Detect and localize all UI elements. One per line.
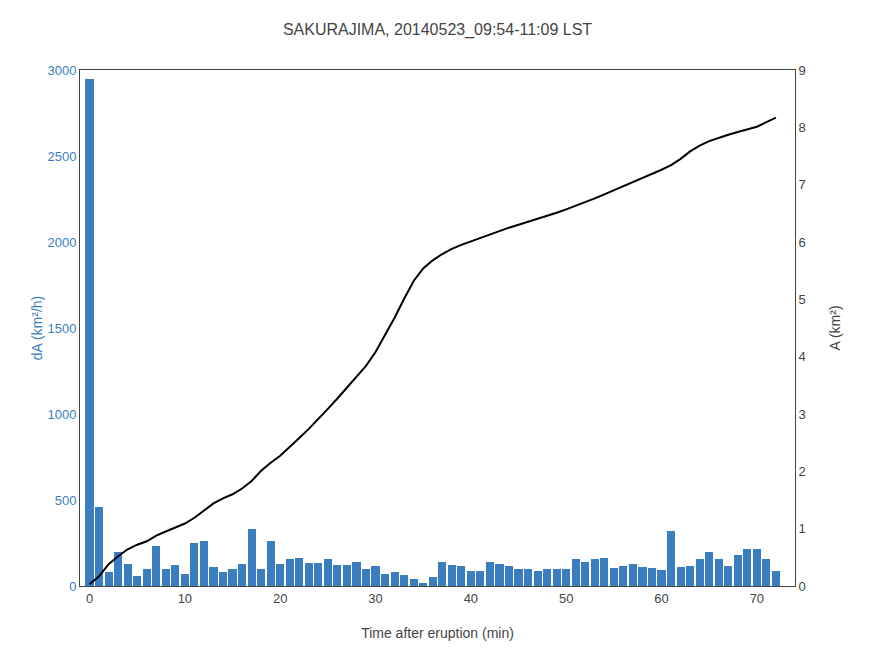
svg-text:1: 1 <box>799 521 806 536</box>
svg-text:1500: 1500 <box>47 321 76 336</box>
svg-text:0: 0 <box>69 579 76 594</box>
svg-text:SAKURAJIMA, 20140523_09:54-11:: SAKURAJIMA, 20140523_09:54-11:09 LST <box>283 21 592 39</box>
svg-text:70: 70 <box>750 591 764 606</box>
svg-text:3000: 3000 <box>47 63 76 78</box>
svg-text:Time after eruption (min): Time after eruption (min) <box>361 625 514 641</box>
svg-text:40: 40 <box>464 591 478 606</box>
svg-text:6: 6 <box>799 235 806 250</box>
svg-text:500: 500 <box>55 493 77 508</box>
svg-text:2: 2 <box>799 464 806 479</box>
svg-text:2000: 2000 <box>47 235 76 250</box>
svg-text:5: 5 <box>799 292 806 307</box>
svg-text:1000: 1000 <box>47 407 76 422</box>
svg-text:0: 0 <box>799 579 806 594</box>
svg-text:60: 60 <box>654 591 668 606</box>
svg-text:7: 7 <box>799 177 806 192</box>
svg-text:0: 0 <box>86 591 93 606</box>
svg-text:4: 4 <box>799 349 806 364</box>
svg-text:2500: 2500 <box>47 149 76 164</box>
svg-text:3: 3 <box>799 407 806 422</box>
svg-text:50: 50 <box>559 591 573 606</box>
svg-text:dA (km²/h): dA (km²/h) <box>29 296 45 361</box>
svg-text:9: 9 <box>799 63 806 78</box>
svg-text:10: 10 <box>178 591 192 606</box>
svg-text:30: 30 <box>368 591 382 606</box>
svg-text:20: 20 <box>273 591 287 606</box>
svg-text:A (km²): A (km²) <box>827 305 843 350</box>
svg-text:8: 8 <box>799 120 806 135</box>
